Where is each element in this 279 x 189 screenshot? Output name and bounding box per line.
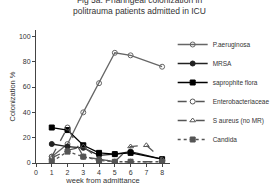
svg-text:saprophite flora: saprophite flora xyxy=(213,79,258,87)
svg-text:8: 8 xyxy=(160,169,164,176)
svg-text:Colonization %: Colonization % xyxy=(8,71,17,121)
svg-text:Fig 5a: Pharingeal colonizatio: Fig 5a: Pharingeal colonization inpolitr… xyxy=(73,0,206,16)
svg-text:80: 80 xyxy=(23,58,31,65)
svg-text:MRSA: MRSA xyxy=(213,60,232,67)
svg-text:20: 20 xyxy=(23,134,31,141)
svg-text:0: 0 xyxy=(27,159,31,166)
svg-text:week from admittance: week from admittance xyxy=(65,176,139,185)
svg-text:7: 7 xyxy=(144,169,148,176)
svg-text:1: 1 xyxy=(50,169,54,176)
svg-text:0: 0 xyxy=(34,169,38,176)
svg-text:2: 2 xyxy=(66,169,70,176)
svg-text:S aureus (no MR): S aureus (no MR) xyxy=(213,117,264,125)
svg-text:5: 5 xyxy=(113,169,117,176)
svg-text:4: 4 xyxy=(97,169,101,176)
svg-text:100: 100 xyxy=(19,33,31,40)
svg-text:Candida: Candida xyxy=(213,136,238,143)
svg-text:6: 6 xyxy=(129,169,133,176)
svg-text:P.aeruginosa: P.aeruginosa xyxy=(213,41,251,49)
svg-text:40: 40 xyxy=(23,109,31,116)
svg-text:3: 3 xyxy=(81,169,85,176)
svg-text:60: 60 xyxy=(23,83,31,90)
svg-text:Enterobacteriaceae: Enterobacteriaceae xyxy=(213,98,270,105)
